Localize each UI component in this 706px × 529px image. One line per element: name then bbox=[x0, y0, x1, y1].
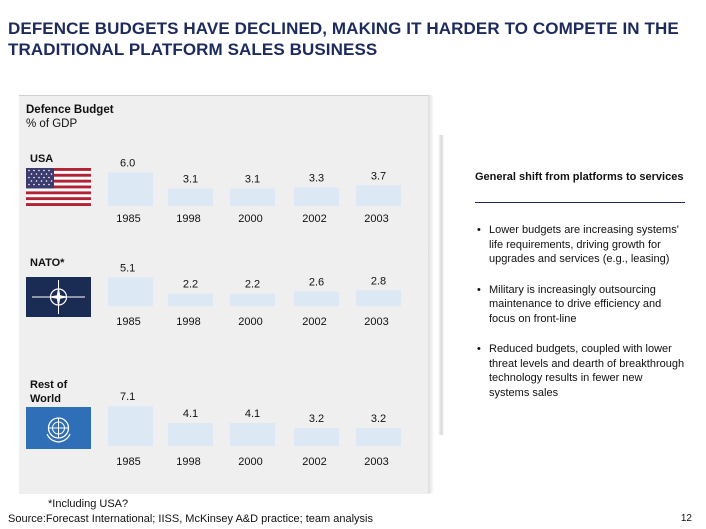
value-label-row-2002: 3.2 bbox=[309, 413, 324, 425]
value-label-nato-1998: 2.2 bbox=[183, 279, 198, 291]
value-label-row-2000: 4.1 bbox=[245, 408, 260, 420]
year-label-nato-2002: 2002 bbox=[302, 316, 326, 328]
bar-row-1998 bbox=[168, 423, 213, 446]
value-label-usa-2000: 3.1 bbox=[245, 174, 260, 186]
footnote: *Including USA? bbox=[48, 498, 129, 510]
year-label-nato-1985: 1985 bbox=[116, 316, 140, 328]
bar-row-1985 bbox=[108, 406, 153, 446]
bar-usa-1985 bbox=[108, 172, 153, 206]
bar-charts: 6.0 1985 3.1 1998 3.1 2000 3.3 2002 3.7 2003 5.1 19… bbox=[108, 157, 401, 468]
un-flag-icon bbox=[26, 407, 91, 449]
bar-nato-1985 bbox=[108, 277, 153, 306]
bar-usa-2002 bbox=[294, 187, 339, 206]
bar-nato-2003 bbox=[356, 290, 401, 306]
sidebar-title: General shift from platforms to services bbox=[475, 171, 684, 183]
year-label-row-1998: 1998 bbox=[176, 456, 200, 468]
year-label-usa-2003: 2003 bbox=[364, 213, 388, 225]
chart-subtitle: % of GDP bbox=[26, 118, 78, 130]
value-label-usa-2003: 3.7 bbox=[371, 170, 386, 182]
nato-flag-icon bbox=[26, 277, 91, 317]
value-label-nato-2002: 2.6 bbox=[309, 276, 324, 288]
bar-row-2003 bbox=[356, 428, 401, 446]
year-label-nato-2000: 2000 bbox=[238, 316, 262, 328]
value-label-usa-2002: 3.3 bbox=[309, 173, 324, 185]
region-label-usa: USA bbox=[30, 153, 54, 165]
panel-shadow bbox=[428, 95, 434, 493]
year-label-row-2002: 2002 bbox=[302, 456, 326, 468]
bar-row-2000 bbox=[230, 423, 275, 446]
bar-nato-2002 bbox=[294, 291, 339, 306]
bullet-item: Military is increasingly outsourcing mai… bbox=[475, 283, 685, 327]
section-divider bbox=[438, 135, 444, 435]
value-label-row-1998: 4.1 bbox=[183, 408, 198, 420]
slide-title: DEFENCE BUDGETS HAVE DECLINED, MAKING IT… bbox=[8, 19, 679, 59]
year-label-usa-2002: 2002 bbox=[302, 213, 326, 225]
bar-usa-2000 bbox=[230, 188, 275, 206]
page-number: 12 bbox=[680, 513, 692, 524]
usa-flag-icon bbox=[26, 168, 91, 206]
bar-usa-2003 bbox=[356, 185, 401, 206]
chart-title: Defence Budget bbox=[26, 104, 114, 116]
bar-row-2002 bbox=[294, 428, 339, 446]
value-label-usa-1985: 6.0 bbox=[120, 157, 135, 169]
chart-heading: Defence Budget % of GDP bbox=[26, 103, 114, 131]
bar-usa-1998 bbox=[168, 188, 213, 206]
year-label-row-1985: 1985 bbox=[116, 456, 140, 468]
value-label-nato-2003: 2.8 bbox=[371, 275, 386, 287]
year-label-nato-1998: 1998 bbox=[176, 316, 200, 328]
value-label-nato-2000: 2.2 bbox=[245, 279, 260, 291]
bar-nato-1998 bbox=[168, 293, 213, 306]
bullet-item: Lower budgets are increasing systems' li… bbox=[475, 223, 685, 267]
year-label-row-2000: 2000 bbox=[238, 456, 262, 468]
source-note: Source:Forecast International; IISS, McK… bbox=[8, 513, 373, 525]
year-label-usa-1998: 1998 bbox=[176, 213, 200, 225]
bullet-item: Reduced budgets, coupled with lower thre… bbox=[475, 342, 685, 400]
year-label-nato-2003: 2003 bbox=[364, 316, 388, 328]
value-label-usa-1998: 3.1 bbox=[183, 174, 198, 186]
value-label-row-1985: 7.1 bbox=[120, 391, 135, 403]
value-label-row-2003: 3.2 bbox=[371, 413, 386, 425]
value-label-nato-1985: 5.1 bbox=[120, 262, 135, 274]
bar-nato-2000 bbox=[230, 293, 275, 306]
region-label-row: Rest of World bbox=[30, 379, 68, 405]
year-label-usa-2000: 2000 bbox=[238, 213, 262, 225]
year-label-row-2003: 2003 bbox=[364, 456, 388, 468]
year-label-usa-1985: 1985 bbox=[116, 213, 140, 225]
region-label-nato: NATO* bbox=[30, 257, 65, 269]
bullet-list: Lower budgets are increasing systems' li… bbox=[475, 223, 685, 416]
sidebar-rule bbox=[475, 202, 685, 203]
